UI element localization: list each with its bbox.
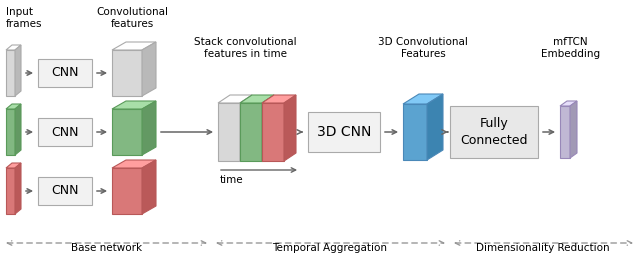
FancyBboxPatch shape (450, 106, 538, 158)
Polygon shape (142, 101, 156, 155)
Polygon shape (218, 95, 252, 103)
Polygon shape (142, 160, 156, 214)
Polygon shape (6, 168, 15, 214)
Polygon shape (6, 45, 21, 50)
FancyBboxPatch shape (38, 59, 92, 87)
Text: CNN: CNN (51, 184, 79, 197)
Polygon shape (15, 163, 21, 214)
Text: CNN: CNN (51, 67, 79, 80)
Text: Fully
Connected: Fully Connected (460, 117, 528, 147)
Polygon shape (112, 101, 156, 109)
Polygon shape (560, 101, 577, 106)
Polygon shape (6, 163, 21, 168)
Text: Dimensionality Reduction: Dimensionality Reduction (476, 243, 610, 253)
Polygon shape (112, 42, 156, 50)
Polygon shape (570, 101, 577, 158)
Polygon shape (240, 103, 262, 161)
Polygon shape (262, 95, 296, 103)
FancyBboxPatch shape (308, 112, 380, 152)
Text: mfTCN
Embedding: mfTCN Embedding (541, 37, 600, 59)
Polygon shape (240, 95, 252, 161)
Text: 3D Convolutional
Features: 3D Convolutional Features (378, 37, 468, 59)
FancyBboxPatch shape (38, 118, 92, 146)
Polygon shape (6, 104, 21, 109)
Polygon shape (112, 50, 142, 96)
Polygon shape (112, 109, 142, 155)
Text: Convolutional
features: Convolutional features (96, 7, 168, 29)
Polygon shape (284, 95, 296, 161)
Polygon shape (427, 94, 443, 160)
Polygon shape (262, 103, 284, 161)
Text: Stack convolutional
features in time: Stack convolutional features in time (194, 37, 296, 59)
Polygon shape (112, 168, 142, 214)
FancyBboxPatch shape (38, 177, 92, 205)
Polygon shape (6, 50, 15, 96)
Polygon shape (15, 45, 21, 96)
Polygon shape (560, 106, 570, 158)
Polygon shape (262, 95, 274, 161)
Text: Input
frames: Input frames (6, 7, 42, 29)
Polygon shape (15, 104, 21, 155)
Text: CNN: CNN (51, 126, 79, 139)
Polygon shape (6, 109, 15, 155)
Polygon shape (240, 95, 274, 103)
Polygon shape (403, 104, 427, 160)
Text: Temporal Aggregation: Temporal Aggregation (273, 243, 387, 253)
Polygon shape (112, 160, 156, 168)
Polygon shape (403, 94, 443, 104)
Text: 3D CNN: 3D CNN (317, 125, 371, 139)
Polygon shape (218, 103, 240, 161)
Polygon shape (142, 42, 156, 96)
Text: Base network: Base network (72, 243, 143, 253)
Text: time: time (220, 175, 244, 185)
